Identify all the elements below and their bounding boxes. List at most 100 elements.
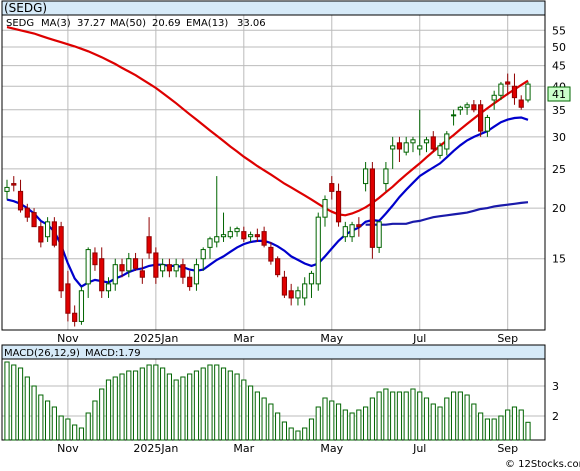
candle-body: [241, 231, 247, 240]
candle-body: [78, 290, 85, 322]
macd-bar: [437, 406, 443, 441]
macd-bar: [51, 406, 57, 441]
macd-bar: [450, 391, 457, 441]
main-panel-header: [1, 0, 546, 16]
candle-body: [390, 145, 396, 150]
candle-body: [471, 104, 477, 111]
y-tick-label: 30: [552, 131, 566, 144]
macd-bar: [65, 418, 71, 441]
macd-bar: [444, 397, 450, 441]
candle-body: [363, 168, 369, 185]
candle-body: [234, 228, 240, 233]
macd-x-tick-label: Nov: [57, 442, 79, 455]
candle-body: [58, 226, 64, 292]
candle-body: [356, 224, 362, 228]
macd-bar: [268, 403, 274, 441]
macd-bar: [491, 418, 497, 441]
candle-body: [17, 190, 24, 211]
macd-bar: [153, 364, 159, 441]
macd-bar: [342, 409, 348, 441]
candle-body: [166, 264, 172, 272]
macd-bar: [78, 427, 85, 441]
macd-bar: [410, 388, 416, 441]
macd-bar: [390, 391, 396, 441]
candle-body: [376, 221, 382, 248]
macd-bar: [369, 397, 375, 441]
macd-bar: [207, 364, 213, 441]
candle-body: [160, 264, 166, 272]
candle-body: [173, 264, 179, 272]
candle-body: [99, 258, 105, 292]
macd-bar: [363, 406, 369, 441]
macd-bar: [126, 370, 132, 441]
candle-body: [214, 236, 220, 243]
candle-body: [38, 226, 44, 243]
candle-body: [85, 249, 91, 285]
macd-bar: [180, 376, 186, 441]
x-tick-label: Mar: [233, 332, 254, 345]
candle-body: [302, 283, 308, 299]
candle-body: [31, 212, 37, 228]
macd-bar: [484, 418, 491, 441]
candle-body: [105, 283, 112, 292]
candle-body: [329, 183, 335, 192]
legend-ma50-value: 20.69: [152, 18, 181, 29]
macd-bar: [160, 367, 166, 441]
candle-body: [72, 312, 78, 322]
candle-body: [444, 133, 450, 150]
main-y-axis: 152025303540455055: [552, 24, 566, 265]
legend-symbol: SEDG: [6, 18, 34, 29]
macd-bar: [383, 388, 389, 441]
macd-bar: [335, 403, 342, 441]
macd-bar: [505, 409, 511, 441]
macd-bar: [295, 430, 301, 441]
macd-bar: [478, 412, 484, 441]
macd-y-tick-label: 2: [552, 410, 559, 423]
candle-body: [288, 290, 294, 299]
macd-bar: [173, 379, 179, 441]
macd-bar: [17, 367, 24, 441]
candle-body: [383, 168, 389, 185]
macd-bar: [214, 364, 220, 441]
macd-bar: [308, 418, 315, 441]
macd-bar: [24, 376, 30, 441]
candle-body: [396, 142, 403, 150]
macd-bar: [220, 367, 227, 441]
candle-body: [4, 186, 10, 192]
candle-body: [322, 199, 328, 218]
macd-bar-group: [4, 361, 531, 441]
macd-x-tick-label: 2025Jan: [133, 442, 178, 455]
candle-body: [410, 139, 416, 144]
y-tick-label: 45: [552, 60, 566, 73]
macd-bar: [112, 376, 118, 441]
macd-bar: [498, 415, 504, 441]
candle-body: [92, 252, 98, 266]
macd-bar: [423, 397, 430, 441]
macd-bar: [329, 400, 335, 441]
macd-bar: [261, 397, 267, 441]
candle-body: [126, 258, 132, 272]
y-tick-label: 50: [552, 41, 566, 54]
y-tick-label: 25: [552, 163, 566, 176]
candle-body: [403, 142, 409, 153]
candle-body: [417, 145, 423, 150]
candle-body: [268, 246, 274, 262]
candle-body: [139, 270, 145, 278]
macd-bar: [518, 409, 524, 441]
macd-bar: [288, 427, 294, 441]
candle-body: [187, 276, 193, 288]
legend-ma50-label: MA(50): [110, 18, 146, 29]
candle-body: [261, 231, 267, 246]
macd-y-tick-label: 3: [552, 380, 559, 393]
macd-bar: [322, 397, 328, 441]
candle-body: [112, 264, 118, 285]
macd-bar: [457, 391, 463, 441]
macd-bar: [349, 412, 355, 441]
macd-bar: [187, 373, 193, 441]
macd-bar: [146, 364, 152, 441]
candle-body: [349, 224, 355, 238]
candle-body: [484, 116, 491, 132]
macd-bar: [44, 400, 51, 441]
candle-body: [275, 258, 281, 276]
